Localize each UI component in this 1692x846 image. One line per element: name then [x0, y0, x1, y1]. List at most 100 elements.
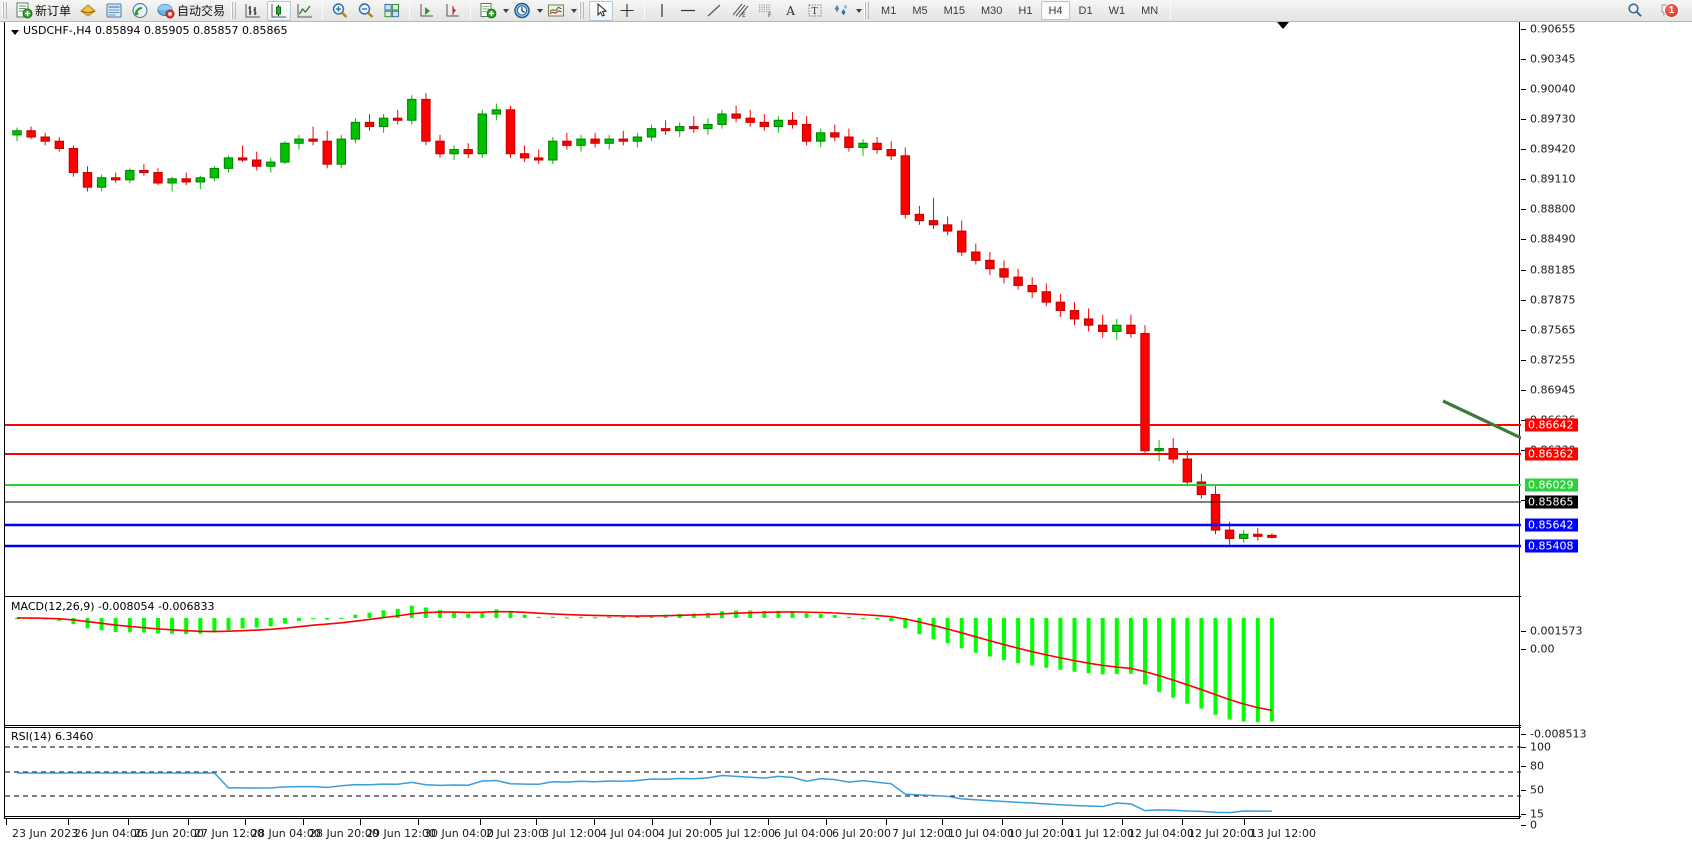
timeframe-w1[interactable]: W1 — [1108, 4, 1126, 17]
toolbar-grip-2[interactable] — [231, 2, 238, 19]
equidistant-channel-button[interactable]: E — [728, 1, 752, 21]
fibonacci-icon: F — [759, 4, 772, 19]
candle-body — [421, 98, 431, 142]
timeframe-m5[interactable]: M5 — [912, 4, 928, 17]
price-axis-label: 0 — [1530, 818, 1537, 832]
notification-count-badge: 1 — [1664, 2, 1679, 18]
cursor-arrow-icon — [597, 2, 608, 17]
order-1-tag[interactable]: 0.85642 — [1525, 518, 1578, 532]
trendline-tool-button[interactable] — [702, 1, 726, 21]
svg-text:E: E — [742, 12, 746, 19]
macd-histogram-bar — [889, 617, 894, 622]
fibonacci-tool-button[interactable]: F — [754, 1, 778, 21]
down-trend-arrow-annotation[interactable] — [1442, 399, 1521, 455]
support-tag[interactable]: 0.86029 — [1525, 478, 1578, 492]
symbol-dropdown-arrow-icon[interactable] — [11, 30, 19, 35]
macd-histogram-bar — [790, 611, 795, 618]
time-axis-tick — [536, 819, 537, 825]
tile-windows-button[interactable] — [380, 1, 404, 21]
candle-body — [1267, 534, 1277, 538]
line-chart-button[interactable] — [293, 1, 317, 21]
timeframe-m15[interactable]: M15 — [943, 4, 965, 17]
autotrading-button[interactable]: 自动交易 — [154, 1, 228, 21]
candle-body — [68, 148, 79, 174]
candle-body — [717, 113, 727, 125]
macd-histogram-bar — [945, 617, 950, 644]
shapes-caret-icon[interactable] — [856, 8, 863, 13]
auto-scroll-button[interactable] — [415, 1, 439, 21]
macd-histogram-bar — [621, 616, 626, 619]
horizontal-line-tool-button[interactable] — [676, 1, 700, 21]
timeframe-m30[interactable]: M30 — [981, 4, 1003, 17]
time-axis-tick — [886, 819, 887, 825]
macd-histogram-bar — [1128, 617, 1133, 674]
vertical-line-tool-button[interactable] — [650, 1, 674, 21]
timeframe-h4[interactable]: H4 — [1041, 1, 1070, 20]
candle-body — [590, 138, 600, 144]
candle-body — [858, 142, 868, 148]
candle-body — [731, 113, 741, 119]
price-axis-label: 100 — [1530, 740, 1551, 754]
toolbar-grip-1[interactable] — [2, 2, 8, 19]
plot-frame[interactable]: USDCHF-,H4 0.85894 0.85905 0.85857 0.858… — [4, 22, 1521, 818]
autotrading-label: 自动交易 — [177, 4, 226, 18]
macd-histogram-bar — [367, 612, 372, 618]
candle-body — [378, 117, 389, 128]
time-axis-label: 28 Jun 04:00 — [251, 827, 321, 840]
macd-histogram-bar — [1255, 617, 1260, 723]
macd-pane[interactable]: MACD(12,26,9) -0.008054 -0.006833 — [5, 598, 1521, 726]
time-axis-label: 11 Jul 12:00 — [1068, 827, 1134, 840]
shapes-tool-button[interactable] — [829, 1, 853, 21]
time-axis[interactable]: 23 Jun 2023 26 Jun 04:00 26 Jun 20:00 27 Ju… — [4, 818, 1520, 846]
toolbar-grip-4[interactable] — [864, 2, 871, 19]
macd-histogram-bar — [198, 617, 203, 634]
search-icon — [1628, 3, 1642, 17]
expert-advisor-button[interactable] — [76, 1, 100, 21]
timeframe-h1[interactable]: H1 — [1018, 4, 1033, 17]
price-pane[interactable]: USDCHF-,H4 0.85894 0.85905 0.85857 0.858… — [5, 22, 1521, 597]
time-axis-label: 12 Jul 20:00 — [1188, 827, 1254, 840]
cursor-tool-button[interactable] — [589, 0, 614, 21]
timeframe-d1[interactable]: D1 — [1078, 4, 1093, 17]
search-button[interactable] — [1623, 1, 1647, 21]
price-axis-label: 0.001573 — [1530, 624, 1583, 638]
chart-shift-button[interactable] — [441, 1, 465, 21]
text-tool-button[interactable]: A — [780, 1, 801, 21]
periods-button[interactable] — [510, 1, 534, 21]
price-axis-label: 0.90345 — [1530, 52, 1576, 66]
market-watch-button[interactable] — [102, 1, 126, 21]
candle-body — [111, 177, 121, 181]
toolbar-grip-3[interactable] — [579, 2, 586, 19]
bar-chart-button[interactable] — [241, 1, 265, 21]
candle-body — [1224, 529, 1235, 539]
timeframe-mn[interactable]: MN — [1141, 4, 1159, 17]
macd-histogram-bar — [832, 615, 837, 618]
macd-histogram-bar — [339, 617, 344, 619]
candle-body — [534, 157, 544, 161]
zoom-in-button[interactable] — [328, 1, 352, 21]
price-axis-tick — [1521, 766, 1526, 767]
order-2-tag[interactable]: 0.85408 — [1525, 539, 1578, 553]
rsi-pane[interactable]: RSI(14) 6.3460 — [5, 727, 1521, 817]
indicators-button[interactable] — [476, 1, 500, 21]
macd-histogram-bar — [85, 617, 90, 629]
new-order-button[interactable]: 新订单 — [12, 1, 74, 21]
price-axis[interactable]: 0.90655 0.90345 0.90040 0.89730 0.89420 0.891… — [1521, 22, 1692, 832]
candlestick-chart-button[interactable] — [267, 0, 292, 21]
macd-histogram-bar — [564, 617, 569, 619]
periods-caret-icon[interactable] — [537, 8, 544, 13]
bid-price-tag[interactable]: 0.85865 — [1525, 495, 1578, 509]
templates-button[interactable] — [544, 1, 568, 21]
resistance-1-tag[interactable]: 0.86642 — [1525, 418, 1578, 432]
zoom-out-button[interactable] — [354, 1, 378, 21]
macd-histogram-bar — [1086, 617, 1091, 674]
textbox-tool-button[interactable]: T — [803, 1, 827, 21]
templates-caret-icon[interactable] — [571, 8, 578, 13]
indicators-caret-icon[interactable] — [503, 8, 510, 13]
signals-button[interactable] — [128, 1, 152, 21]
time-axis-tick — [303, 819, 304, 825]
notifications-button[interactable]: 1 — [1654, 1, 1684, 21]
crosshair-tool-button[interactable] — [615, 1, 639, 21]
timeframe-m1[interactable]: M1 — [881, 4, 897, 17]
resistance-2-tag[interactable]: 0.86362 — [1525, 447, 1578, 461]
